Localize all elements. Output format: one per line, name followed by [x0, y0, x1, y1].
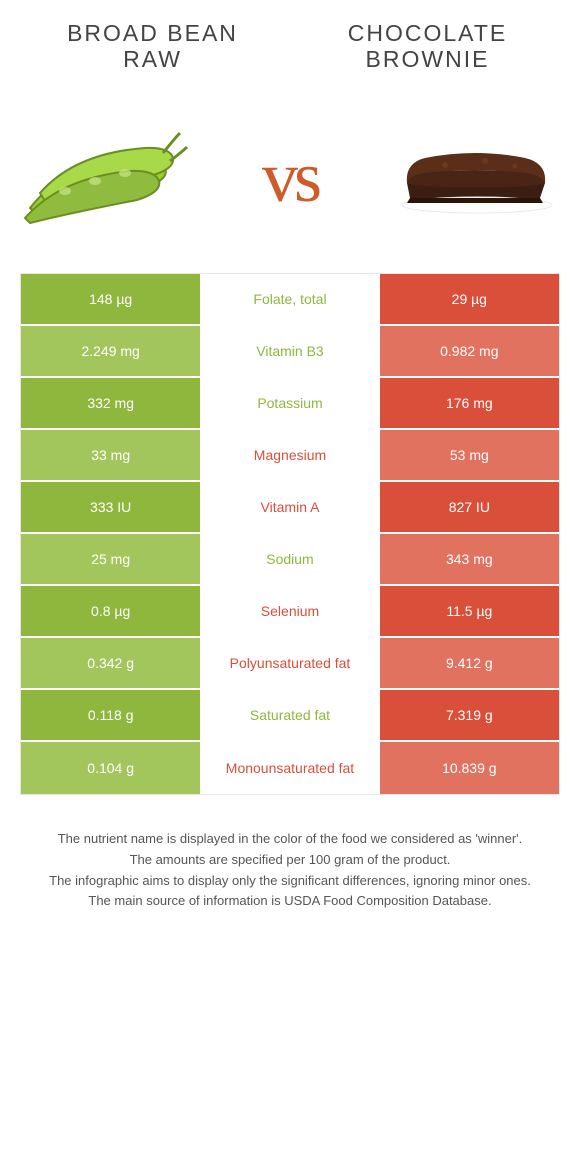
- left-value: 148 µg: [21, 274, 200, 324]
- nutrient-label: Monounsaturated fat: [200, 742, 379, 794]
- right-value: 0.982 mg: [380, 326, 559, 376]
- right-value: 176 mg: [380, 378, 559, 428]
- title-right: CHOCOLATE BROWNIE: [315, 20, 540, 73]
- footer-line: The main source of information is USDA F…: [30, 892, 550, 911]
- left-value: 0.342 g: [21, 638, 200, 688]
- nutrient-table: 148 µgFolate, total29 µg2.249 mgVitamin …: [20, 273, 560, 795]
- nutrient-label: Saturated fat: [200, 690, 379, 740]
- nutrient-label: Sodium: [200, 534, 379, 584]
- left-value: 33 mg: [21, 430, 200, 480]
- table-row: 148 µgFolate, total29 µg: [21, 274, 559, 326]
- image-row: vs: [0, 83, 580, 273]
- right-value: 827 IU: [380, 482, 559, 532]
- right-value: 9.412 g: [380, 638, 559, 688]
- nutrient-label: Polyunsaturated fat: [200, 638, 379, 688]
- footer-line: The amounts are specified per 100 gram o…: [30, 851, 550, 870]
- table-row: 0.118 gSaturated fat7.319 g: [21, 690, 559, 742]
- nutrient-label: Magnesium: [200, 430, 379, 480]
- right-value: 11.5 µg: [380, 586, 559, 636]
- table-row: 33 mgMagnesium53 mg: [21, 430, 559, 482]
- footer-line: The infographic aims to display only the…: [30, 872, 550, 891]
- left-value: 0.118 g: [21, 690, 200, 740]
- brownie-icon: [385, 113, 565, 243]
- nutrient-label: Vitamin A: [200, 482, 379, 532]
- right-value: 343 mg: [380, 534, 559, 584]
- table-row: 0.104 gMonounsaturated fat10.839 g: [21, 742, 559, 794]
- table-row: 333 IUVitamin A827 IU: [21, 482, 559, 534]
- right-value: 53 mg: [380, 430, 559, 480]
- left-value: 25 mg: [21, 534, 200, 584]
- table-row: 2.249 mgVitamin B30.982 mg: [21, 326, 559, 378]
- broad-bean-icon: [15, 113, 195, 243]
- infographic-container: BROAD BEAN RAW CHOCOLATE BROWNIE vs: [0, 0, 580, 911]
- nutrient-label: Vitamin B3: [200, 326, 379, 376]
- table-row: 332 mgPotassium176 mg: [21, 378, 559, 430]
- left-value: 2.249 mg: [21, 326, 200, 376]
- table-row: 25 mgSodium343 mg: [21, 534, 559, 586]
- right-value: 7.319 g: [380, 690, 559, 740]
- nutrient-label: Folate, total: [200, 274, 379, 324]
- left-value: 333 IU: [21, 482, 200, 532]
- table-row: 0.8 µgSelenium11.5 µg: [21, 586, 559, 638]
- right-value: 10.839 g: [380, 742, 559, 794]
- nutrient-label: Selenium: [200, 586, 379, 636]
- vs-label: vs: [262, 136, 318, 219]
- footer-notes: The nutrient name is displayed in the co…: [0, 795, 580, 911]
- title-row: BROAD BEAN RAW CHOCOLATE BROWNIE: [0, 0, 580, 83]
- left-value: 0.104 g: [21, 742, 200, 794]
- nutrient-label: Potassium: [200, 378, 379, 428]
- left-value: 332 mg: [21, 378, 200, 428]
- table-row: 0.342 gPolyunsaturated fat9.412 g: [21, 638, 559, 690]
- title-left: BROAD BEAN RAW: [40, 20, 265, 73]
- right-value: 29 µg: [380, 274, 559, 324]
- footer-line: The nutrient name is displayed in the co…: [30, 830, 550, 849]
- left-value: 0.8 µg: [21, 586, 200, 636]
